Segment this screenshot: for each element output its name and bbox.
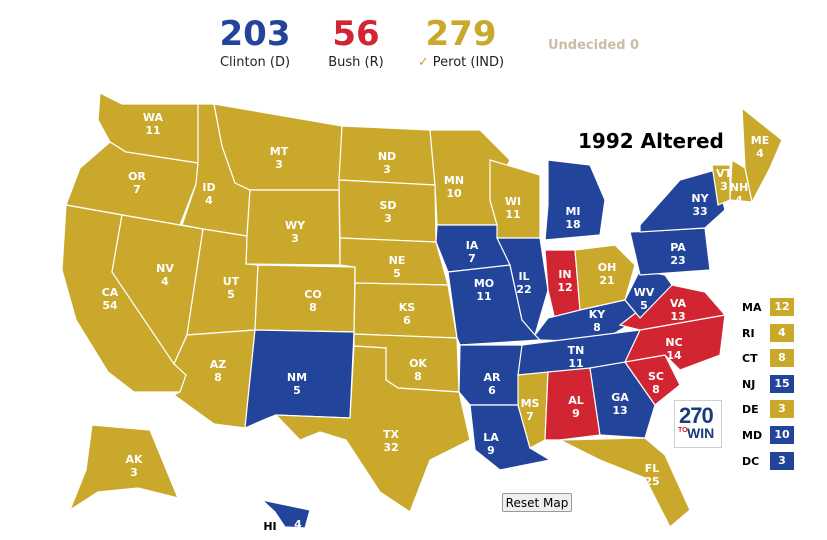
small-state-nj[interactable]: NJ 15: [734, 374, 794, 400]
small-state-ev-box[interactable]: 3: [770, 451, 794, 470]
state-nd[interactable]: [338, 125, 436, 186]
small-state-ev-box[interactable]: 4: [770, 323, 794, 342]
small-state-abbr: NJ: [742, 377, 756, 391]
small-state-ma[interactable]: MA 12: [734, 297, 794, 323]
dem-candidate-label: Clinton (D): [219, 55, 291, 70]
state-nm[interactable]: [244, 329, 355, 429]
undecided-count: Undecided 0: [548, 38, 640, 53]
state-in[interactable]: [544, 249, 581, 321]
small-state-ev-box[interactable]: 3: [770, 400, 794, 419]
state-co[interactable]: [254, 264, 356, 333]
small-state-ev-box[interactable]: 12: [770, 298, 794, 316]
state-hi[interactable]: [260, 498, 311, 529]
small-state-de[interactable]: DE 3: [734, 399, 794, 425]
small-state-abbr: MD: [742, 428, 763, 442]
state-mt[interactable]: [213, 103, 343, 191]
small-state-abbr: DE: [742, 403, 759, 417]
state-wv[interactable]: [624, 269, 673, 319]
small-state-ev-box[interactable]: 8: [770, 349, 794, 368]
state-abbr-hi: HI: [263, 520, 276, 533]
state-or[interactable]: [65, 141, 199, 226]
rep-candidate-label: Bush (R): [328, 55, 384, 70]
dem-total: 203 Clinton (D): [185, 14, 325, 72]
logo-to: TO: [678, 427, 688, 434]
state-tx[interactable]: [274, 345, 471, 513]
state-mi[interactable]: [544, 159, 606, 241]
small-state-ct[interactable]: CT 8: [734, 348, 794, 374]
state-me[interactable]: [741, 106, 783, 204]
small-state-abbr: DC: [742, 454, 760, 468]
electoral-totals: 203 Clinton (D) 56 Bush (R) 279 ✓ Perot (…: [0, 14, 827, 84]
rep-votes: 56: [332, 14, 380, 54]
state-fl[interactable]: [559, 437, 691, 528]
270-to-win-logo[interactable]: 270 TO WIN: [674, 400, 722, 448]
small-states-list: MA 12 RI 4 CT 8 NJ 15 DE 3 MD 10 DC 3: [734, 297, 794, 476]
ind-candidate-name: Perot (IND): [432, 55, 505, 70]
reset-map-button[interactable]: Reset Map: [502, 493, 572, 512]
state-wi[interactable]: [489, 159, 541, 239]
ind-candidate-label: ✓ Perot (IND): [391, 54, 531, 72]
logo-win: WIN: [687, 425, 715, 441]
small-state-ev-box[interactable]: 10: [770, 425, 794, 444]
dem-votes: 203: [219, 14, 291, 54]
logo-number: 270: [679, 403, 714, 428]
winner-check-icon: ✓: [417, 55, 429, 70]
state-ny[interactable]: [639, 169, 726, 233]
small-state-ri[interactable]: RI 4: [734, 323, 794, 349]
state-al[interactable]: [544, 367, 601, 441]
state-ga[interactable]: [589, 361, 656, 439]
state-ak[interactable]: [68, 424, 180, 512]
small-state-abbr: RI: [742, 326, 755, 340]
state-pa[interactable]: [629, 227, 711, 276]
rep-total: 56 Bush (R): [286, 14, 426, 72]
state-sd[interactable]: [338, 179, 437, 243]
ind-total: 279 ✓ Perot (IND): [391, 14, 531, 72]
state-oh[interactable]: [574, 244, 636, 311]
ind-votes: 279: [425, 14, 497, 54]
state-az[interactable]: [172, 329, 256, 429]
state-ne[interactable]: [339, 237, 449, 286]
state-ms[interactable]: [517, 371, 549, 449]
small-state-abbr: CT: [742, 352, 758, 366]
state-ks[interactable]: [353, 282, 458, 339]
small-state-dc[interactable]: DC 3: [734, 451, 794, 477]
state-wy[interactable]: [245, 189, 341, 266]
small-state-md[interactable]: MD 10: [734, 425, 794, 451]
map-title: 1992 Altered: [578, 129, 724, 153]
small-state-abbr: MA: [742, 301, 762, 314]
states-layer: [61, 92, 783, 529]
small-state-ev-box[interactable]: 15: [770, 374, 794, 393]
